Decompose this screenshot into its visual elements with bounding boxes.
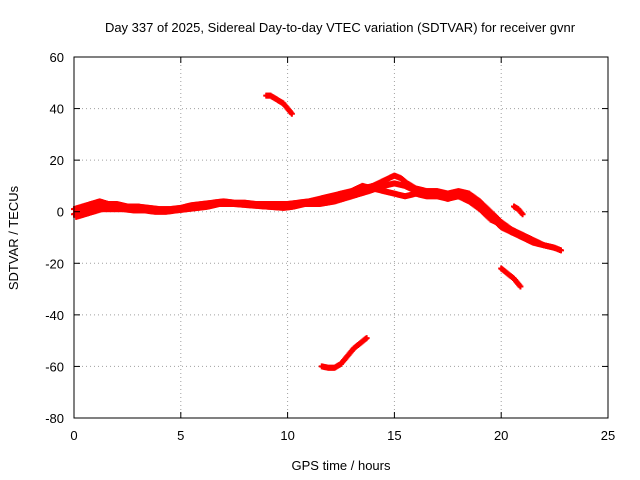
data-point xyxy=(519,211,526,218)
plot-frame xyxy=(73,56,609,419)
x-tick-label: 15 xyxy=(387,428,401,443)
data-point xyxy=(558,247,565,254)
series-lower-arc xyxy=(318,335,370,371)
data-point xyxy=(288,110,295,117)
x-tick-label: 10 xyxy=(280,428,294,443)
series-main-trace-c xyxy=(73,180,515,236)
series-upper-arc xyxy=(263,92,295,117)
y-tick-label: -60 xyxy=(45,359,64,374)
y-tick-label: 60 xyxy=(50,50,64,65)
data-layer xyxy=(71,92,565,371)
data-point xyxy=(363,335,370,342)
x-tick-label: 25 xyxy=(601,428,615,443)
y-tick-label: 0 xyxy=(57,205,64,220)
y-tick-label: 20 xyxy=(50,153,64,168)
y-tick-label: -40 xyxy=(45,308,64,323)
x-axis-label: GPS time / hours xyxy=(292,458,391,473)
x-tick-label: 0 xyxy=(70,428,77,443)
series-short-segment-b xyxy=(511,203,526,218)
y-tick-label: -20 xyxy=(45,256,64,271)
axis-ticks: 0 5 10 15 20 25 -80 -60 -40 -20 0 20 40 60 xyxy=(45,50,615,443)
x-tick-label: 5 xyxy=(177,428,184,443)
series-short-segment-a xyxy=(498,265,524,290)
data-point xyxy=(551,244,558,251)
data-point xyxy=(517,283,524,290)
y-axis-label: SDTVAR / TECUs xyxy=(6,185,21,290)
x-tick-label: 20 xyxy=(494,428,508,443)
data-point xyxy=(508,229,515,236)
y-tick-label: -80 xyxy=(45,411,64,426)
y-tick-label: 40 xyxy=(50,102,64,117)
chart-title: Day 337 of 2025, Sidereal Day-to-day VTE… xyxy=(105,20,576,35)
